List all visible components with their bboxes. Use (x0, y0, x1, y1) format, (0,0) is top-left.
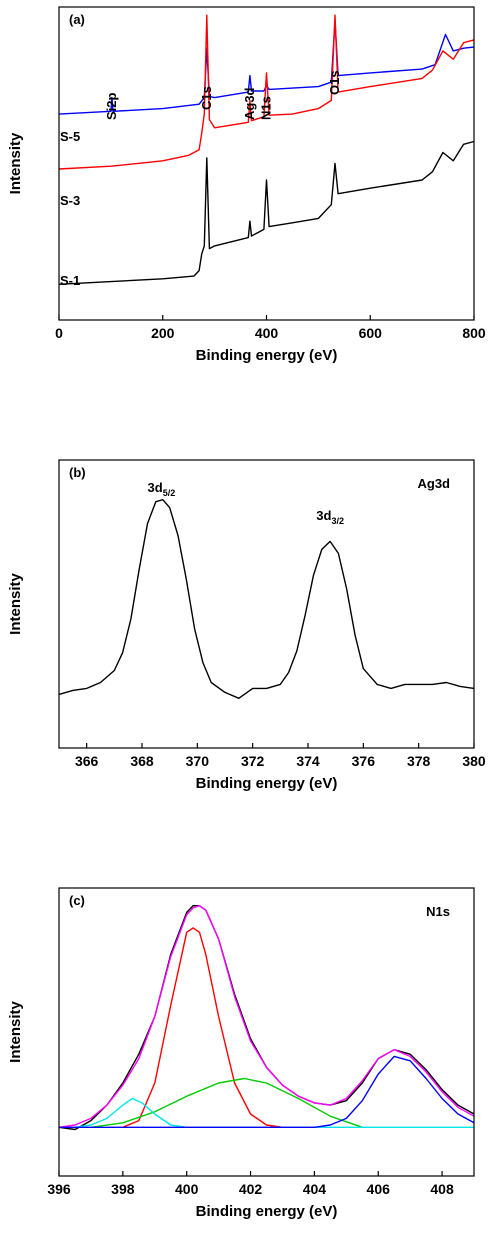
x-tick-label: 370 (186, 753, 210, 769)
series-line-3 (90, 1077, 363, 1128)
x-tick-label: 368 (130, 753, 154, 769)
x-tick-label: 200 (151, 325, 175, 341)
y-axis-title: Intensity (7, 573, 24, 635)
x-tick-label: 374 (296, 753, 320, 769)
chart-panel-c: 396 398 400 402 404 406 408 Binding energy (eV)… (7, 887, 475, 1220)
x-tick-label: 366 (75, 753, 99, 769)
plot-frame (58, 6, 475, 321)
x-tick-label: 378 (407, 753, 431, 769)
series-line-2 (122, 927, 283, 1128)
panel-label: (b) (69, 465, 86, 480)
x-axis-title: Binding energy (eV) (196, 347, 338, 364)
x-tick-label: 0 (55, 325, 63, 341)
series-label: S-1 (60, 273, 80, 288)
peak-label-main: 3d (316, 508, 331, 523)
x-axis-title: Binding energy (eV) (196, 775, 338, 792)
chart-panel-a: 0 200 400 600 800 Binding energy (eV) Intensit… (7, 6, 486, 364)
panel-label: (a) (69, 12, 85, 27)
x-tick-label: 402 (239, 1181, 263, 1197)
x-tick-label: 408 (430, 1181, 454, 1197)
x-tick-label: 400 (175, 1181, 199, 1197)
plot-frame (58, 887, 475, 1177)
x-tick-label: 372 (241, 753, 265, 769)
x-tick-label: 800 (462, 325, 486, 341)
plot-frame (58, 459, 475, 749)
peak-label: 3d3/2 (316, 508, 344, 526)
peak-label: O1s (327, 70, 342, 95)
chart-panel-b: 366 368 370 372 374 376 378 380 Binding energy (… (7, 459, 486, 792)
panel-title: Ag3d (418, 476, 451, 491)
peak-label: Ag3d (242, 87, 257, 120)
peak-label-sub: 5/2 (163, 488, 176, 498)
series-label: S-5 (60, 129, 80, 144)
series-line-0 (58, 499, 475, 699)
peak-label: C1s (199, 86, 214, 110)
x-tick-label: 404 (303, 1181, 327, 1197)
series-line-0 (58, 905, 475, 1131)
series-line-5 (59, 1055, 475, 1129)
series-line-1 (58, 14, 475, 170)
x-tick-label: 600 (359, 325, 383, 341)
peak-label-main: 3d (148, 480, 163, 495)
x-axis-title: Binding energy (eV) (196, 1203, 338, 1220)
x-tick-label: 376 (352, 753, 376, 769)
peak-label: Si2p (104, 92, 119, 120)
peak-label: N1s (259, 96, 274, 120)
series-line-1 (58, 905, 475, 1128)
x-tick-label: 400 (255, 325, 279, 341)
x-tick-label: 406 (367, 1181, 391, 1197)
series-label: S-3 (60, 193, 80, 208)
series-line-2 (58, 140, 475, 285)
panel-title: N1s (426, 904, 450, 919)
series-line-0 (58, 20, 475, 115)
x-tick-label: 396 (47, 1181, 71, 1197)
peak-label: 3d5/2 (148, 480, 176, 498)
y-axis-title: Intensity (7, 132, 24, 194)
y-axis-title: Intensity (7, 1001, 24, 1063)
x-tick-label: 398 (111, 1181, 135, 1197)
panel-label: (c) (69, 893, 85, 908)
peak-label-sub: 3/2 (331, 516, 344, 526)
x-tick-label: 380 (462, 753, 486, 769)
